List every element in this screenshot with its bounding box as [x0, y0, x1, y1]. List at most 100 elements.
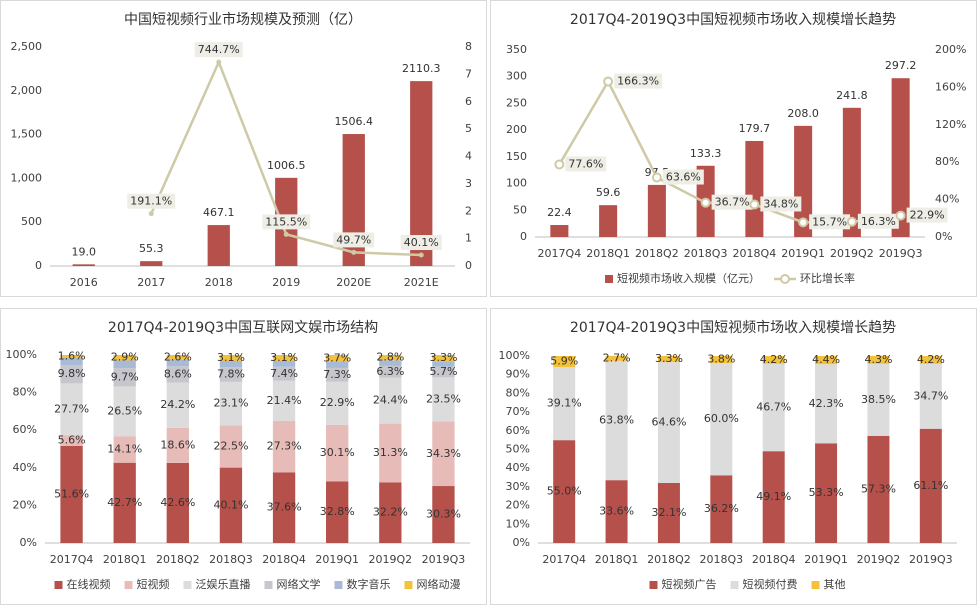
bar-segment	[113, 462, 136, 543]
legend-label: 数字音乐	[347, 577, 391, 591]
bar-segment	[605, 355, 628, 361]
bar-segment	[762, 363, 785, 452]
bar-segment	[113, 386, 136, 437]
panel-border	[0, 0, 487, 297]
bar-segment	[867, 355, 890, 364]
y2-tick-label: 40%	[935, 193, 959, 206]
legend-label: 泛娱乐直播	[196, 577, 251, 591]
bar-value-label: 59.6	[596, 186, 621, 199]
segment-value-label: 4.2%	[760, 353, 788, 366]
y-tick-label: 200	[506, 123, 527, 136]
segment-value-label: 9.8%	[58, 367, 86, 380]
line-marker	[749, 199, 760, 210]
x-tick-label: 2020E	[336, 276, 371, 289]
segment-value-label: 51.6%	[54, 487, 89, 500]
x-tick-label: 2018Q2	[647, 553, 691, 566]
bar	[140, 261, 163, 266]
legend-label: 环比增长率	[800, 271, 855, 285]
legend-label: 短视频	[137, 577, 170, 591]
y-tick-label: 70%	[506, 405, 530, 418]
bar-segment	[166, 359, 189, 367]
x-tick-label: 2018Q3	[684, 247, 728, 260]
bar-segment	[166, 366, 189, 383]
bar-segment	[432, 366, 455, 378]
chart-title: 中国短视频行业市场规模及预测（亿）	[124, 11, 362, 28]
label-box	[194, 42, 243, 58]
x-tick-label: 2019Q2	[857, 553, 901, 566]
bar-segment	[815, 443, 838, 543]
x-tick-label: 2019Q2	[830, 247, 874, 260]
segment-value-label: 60.0%	[704, 412, 739, 425]
y-tick-label: 20%	[506, 499, 530, 512]
bar-segment	[605, 480, 628, 543]
bar-value-label: 208.0	[787, 107, 819, 120]
line-point	[148, 211, 154, 217]
segment-value-label: 49.1%	[756, 490, 791, 503]
line-value-label: 166.3%	[617, 75, 659, 88]
bar-segment	[166, 382, 189, 428]
x-tick-label: 2017Q4	[538, 247, 582, 260]
line-point	[283, 231, 289, 237]
y-tick-label: 350	[506, 43, 527, 56]
segment-value-label: 63.8%	[599, 414, 634, 427]
x-tick-label: 2018Q3	[209, 553, 253, 566]
segment-value-label: 64.6%	[651, 416, 686, 429]
segment-value-label: 24.2%	[160, 398, 195, 411]
bar-segment	[272, 380, 296, 421]
x-tick-label: 2018Q1	[595, 553, 639, 566]
bar-segment	[60, 364, 83, 384]
legend-swatch	[264, 581, 273, 589]
bar-segment	[326, 481, 349, 543]
segment-value-label: 4.3%	[864, 353, 892, 366]
bar-segment	[867, 435, 890, 543]
y-tick-label: 1,500	[11, 128, 43, 141]
y2-tick-label: 2	[465, 204, 472, 217]
line-point	[216, 59, 222, 65]
line-point	[351, 249, 357, 255]
line-marker	[554, 159, 565, 170]
y-tick-label: 40%	[13, 461, 37, 474]
bar-segment	[379, 355, 402, 361]
line-marker	[651, 172, 662, 183]
y-tick-label: 300	[506, 70, 527, 83]
y-tick-label: 60%	[13, 423, 37, 436]
label-box	[662, 169, 704, 185]
y-tick-label: 30%	[506, 480, 530, 493]
y2-tick-label: 0	[465, 259, 472, 272]
bar-segment	[326, 355, 349, 362]
label-box	[262, 214, 311, 230]
bar-value-label: 241.8	[836, 89, 868, 102]
bar-value-label: 55.3	[139, 242, 164, 255]
segment-value-label: 40.1%	[213, 498, 248, 511]
line-value-label: 191.1%	[130, 195, 172, 208]
segment-value-label: 18.6%	[160, 438, 195, 451]
y-tick-label: 2,500	[11, 40, 43, 53]
segment-value-label: 30.1%	[320, 446, 355, 459]
bar-segment	[919, 363, 942, 429]
segment-value-label: 3.3%	[429, 351, 457, 364]
segment-value-label: 42.6%	[160, 496, 195, 509]
bar-segment	[60, 358, 83, 365]
label-box	[857, 213, 899, 229]
segment-value-label: 5.9%	[550, 355, 578, 368]
bar-segment	[379, 482, 402, 543]
bar-segment	[326, 424, 349, 482]
y-tick-label: 90%	[506, 368, 530, 381]
y2-tick-label: 200%	[935, 43, 966, 56]
y2-tick-label: 1	[465, 232, 472, 245]
y-tick-label: 1,000	[11, 171, 43, 184]
bar-segment	[710, 363, 733, 476]
line-marker	[603, 76, 614, 87]
segment-value-label: 6.3%	[376, 365, 404, 378]
chart-panel: 2017Q4-2019Q3中国互联网文娱市场结构 0% 20% 40% 60% 80% 10…	[0, 308, 487, 605]
segment-value-label: 8.6%	[164, 367, 192, 380]
y-tick-label: 50%	[506, 443, 530, 456]
segment-value-label: 4.2%	[917, 353, 945, 366]
bar-segment	[219, 467, 243, 543]
legend: 在线视频 短视频 泛娱乐直播 网络文学 数字音乐 网络动漫	[54, 577, 461, 591]
bar-segment	[60, 445, 83, 543]
segment-value-label: 7.8%	[217, 368, 245, 381]
segment-value-label: 23.5%	[426, 392, 461, 405]
y2-tick-label: 4	[465, 150, 472, 163]
bar-segment	[762, 451, 785, 543]
